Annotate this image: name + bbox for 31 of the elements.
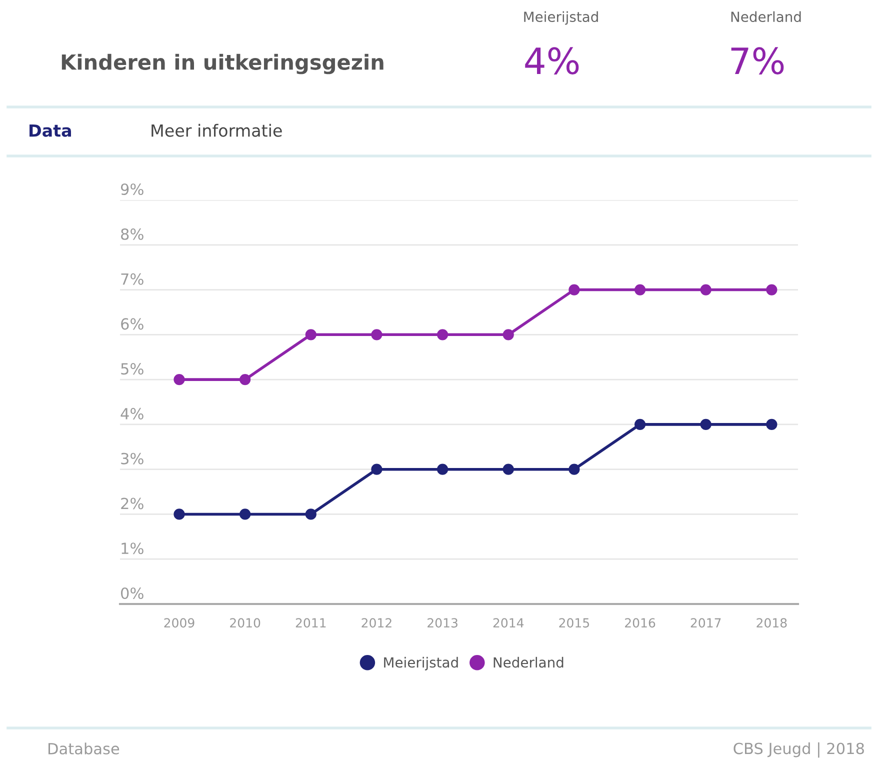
x-tick-label: 2012 bbox=[362, 618, 392, 628]
text: Meierijstad bbox=[524, 11, 598, 25]
legend-label: Nederland bbox=[494, 656, 564, 668]
y-tick-label: 8% bbox=[121, 228, 144, 240]
text: Database bbox=[48, 742, 120, 754]
x-tick-label: 2018 bbox=[756, 618, 787, 628]
legend-label: Meierijstad bbox=[384, 656, 458, 670]
y-tick-label: 2% bbox=[121, 498, 144, 510]
x-tick-label: 2016 bbox=[625, 618, 656, 628]
x-tick-label: 2009 bbox=[164, 618, 194, 628]
text: 4% bbox=[525, 47, 579, 74]
y-tick-label: 5% bbox=[121, 363, 144, 375]
text: 7% bbox=[731, 47, 784, 74]
y-tick-label: 0% bbox=[121, 587, 144, 600]
x-tick-label: 2015 bbox=[559, 618, 590, 628]
text: Meer informatie bbox=[152, 124, 282, 137]
y-tick-label: 4% bbox=[120, 408, 144, 420]
chart-title: Kinderen in uitkeringsgezin bbox=[62, 54, 384, 74]
x-tick-label: 2011 bbox=[296, 618, 326, 628]
x-tick-label: 2013 bbox=[428, 618, 458, 628]
text: CBS Jeugd | 2018 bbox=[734, 742, 864, 758]
text: Data bbox=[30, 124, 71, 137]
x-tick-label: 2017 bbox=[690, 618, 721, 628]
y-tick-label: 6% bbox=[121, 318, 144, 330]
text: Nederland bbox=[731, 11, 801, 22]
y-tick-label: 7% bbox=[121, 273, 144, 285]
y-tick-label: 9% bbox=[120, 183, 144, 196]
x-tick-label: 2010 bbox=[230, 618, 260, 628]
y-tick-label: 1% bbox=[122, 542, 144, 554]
x-tick-label: 2014 bbox=[493, 618, 524, 628]
y-tick-label: 3% bbox=[121, 452, 144, 464]
